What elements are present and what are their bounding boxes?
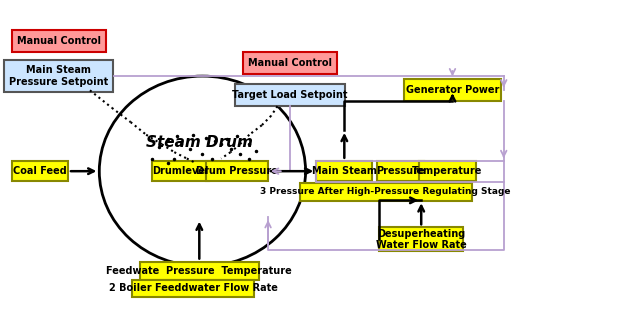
Text: Generator Power: Generator Power [406, 85, 499, 95]
FancyBboxPatch shape [404, 79, 501, 101]
Text: 2 Boiler Feeddwater Flow Rate: 2 Boiler Feeddwater Flow Rate [109, 283, 278, 294]
FancyBboxPatch shape [236, 84, 345, 106]
FancyBboxPatch shape [132, 280, 254, 297]
Text: Drum Pressure: Drum Pressure [196, 166, 278, 176]
Text: Drumlevel: Drumlevel [152, 166, 209, 176]
Text: Coal Feed: Coal Feed [13, 166, 67, 176]
FancyBboxPatch shape [205, 161, 268, 181]
FancyBboxPatch shape [379, 228, 463, 251]
FancyBboxPatch shape [12, 30, 106, 52]
Text: Temperature: Temperature [412, 166, 483, 176]
FancyBboxPatch shape [12, 161, 68, 181]
Text: Feedwate  Pressure  Temperature: Feedwate Pressure Temperature [106, 266, 292, 276]
Text: Steam Drum: Steam Drum [146, 135, 253, 150]
Text: Desuperheating
Water Flow Rate: Desuperheating Water Flow Rate [376, 229, 467, 250]
FancyBboxPatch shape [140, 262, 259, 280]
Text: Main Steam
Pressure Setpoint: Main Steam Pressure Setpoint [9, 65, 108, 87]
FancyBboxPatch shape [419, 161, 476, 181]
FancyBboxPatch shape [300, 183, 472, 201]
FancyBboxPatch shape [243, 52, 337, 74]
Text: Target Load Setpoint: Target Load Setpoint [232, 90, 348, 100]
Text: Manual Control: Manual Control [248, 58, 332, 68]
Text: Main Steam: Main Steam [312, 166, 377, 176]
FancyBboxPatch shape [4, 60, 113, 92]
FancyBboxPatch shape [152, 161, 209, 181]
Text: 3 Pressure After High-Pressure Regulating Stage: 3 Pressure After High-Pressure Regulatin… [260, 187, 511, 196]
FancyBboxPatch shape [377, 161, 424, 181]
FancyBboxPatch shape [316, 161, 372, 181]
Text: Pressure: Pressure [376, 166, 425, 176]
Text: Manual Control: Manual Control [17, 36, 100, 46]
Ellipse shape [99, 76, 305, 266]
